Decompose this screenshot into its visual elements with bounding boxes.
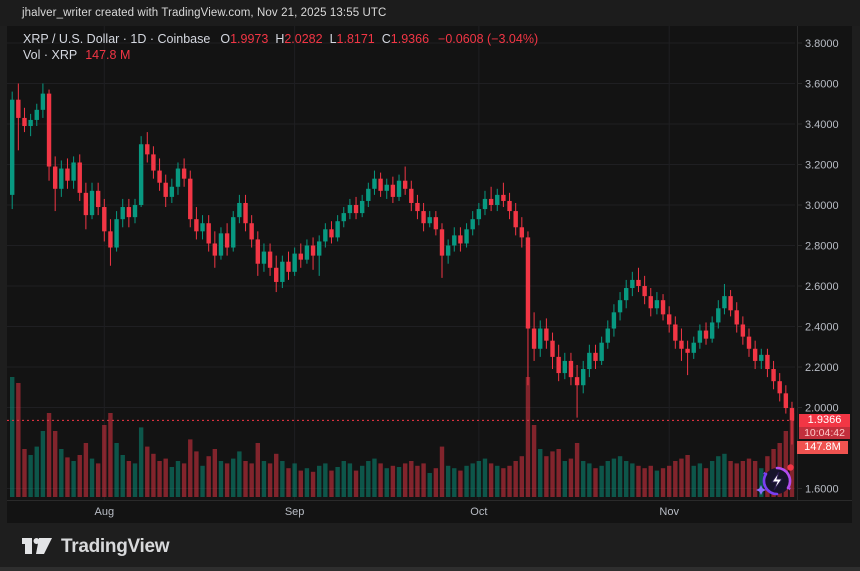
svg-text:2.2000: 2.2000 (805, 362, 839, 374)
high-value: H2.0282 (275, 32, 323, 46)
grid-lines (7, 26, 795, 500)
price-chart-canvas[interactable]: 3.8000 3.6000 3.4000 3.2000 3.0000 2.8000 2.60… (7, 26, 852, 523)
last-price-badge: 1.9366 (799, 413, 850, 427)
header-bar: jhalver_writer created with TradingView.… (0, 0, 860, 26)
tradingview-logo-icon (22, 538, 52, 554)
bottom-strip (0, 567, 860, 571)
svg-text:3.8000: 3.8000 (805, 38, 839, 50)
volume-bars (10, 377, 795, 497)
svg-text:2.4000: 2.4000 (805, 322, 839, 334)
footer-brand[interactable]: TradingView (22, 531, 170, 563)
tradingview-logo-text: TradingView (61, 536, 170, 557)
volume-study-label: Vol · XRP (23, 48, 78, 62)
symbol-title[interactable]: XRP / U.S. Dollar · 1D · Coinbase (23, 32, 211, 46)
svg-text:1.6000: 1.6000 (805, 484, 839, 496)
svg-text:2.6000: 2.6000 (805, 281, 839, 293)
svg-text:Aug: Aug (95, 506, 115, 518)
svg-text:3.4000: 3.4000 (805, 119, 839, 131)
price-axis-labels: 3.8000 3.6000 3.4000 3.2000 3.0000 2.8000 2.60… (798, 38, 839, 496)
volume-value-badge: 147.8M (797, 440, 848, 454)
change-value: −0.0608 (−3.04%) (438, 32, 539, 46)
svg-text:2.0000: 2.0000 (805, 403, 839, 415)
svg-text:3.0000: 3.0000 (805, 200, 839, 212)
legend-volume-row[interactable]: Vol · XRP 147.8 M (23, 47, 538, 63)
low-value: L1.8171 (329, 32, 375, 46)
close-value: C1.9366 (381, 32, 430, 46)
chart-panel: 3.8000 3.6000 3.4000 3.2000 3.0000 2.8000 2.60… (7, 26, 852, 523)
legend-symbol-row[interactable]: XRP / U.S. Dollar · 1D · Coinbase O1.997… (23, 31, 538, 47)
lightning-promo-graphic (756, 464, 794, 496)
candlesticks (10, 83, 795, 445)
snapshot-attribution-text: jhalver_writer created with TradingView.… (22, 7, 387, 19)
svg-text:3.2000: 3.2000 (805, 160, 839, 172)
axis-frame (7, 26, 852, 501)
svg-text:Sep: Sep (285, 506, 305, 518)
svg-text:Oct: Oct (470, 506, 487, 518)
volume-study-value: 147.8 M (85, 48, 131, 62)
lightning-promo-icon[interactable] (751, 456, 799, 504)
open-value: O1.9973 (220, 32, 269, 46)
bar-countdown-badge: 10:04:42 (799, 426, 850, 439)
time-axis-labels: Aug Sep Oct Nov (95, 506, 680, 518)
chart-legend[interactable]: XRP / U.S. Dollar · 1D · Coinbase O1.997… (23, 31, 538, 63)
svg-text:Nov: Nov (659, 506, 679, 518)
svg-text:3.6000: 3.6000 (805, 79, 839, 91)
svg-text:2.8000: 2.8000 (805, 241, 839, 253)
